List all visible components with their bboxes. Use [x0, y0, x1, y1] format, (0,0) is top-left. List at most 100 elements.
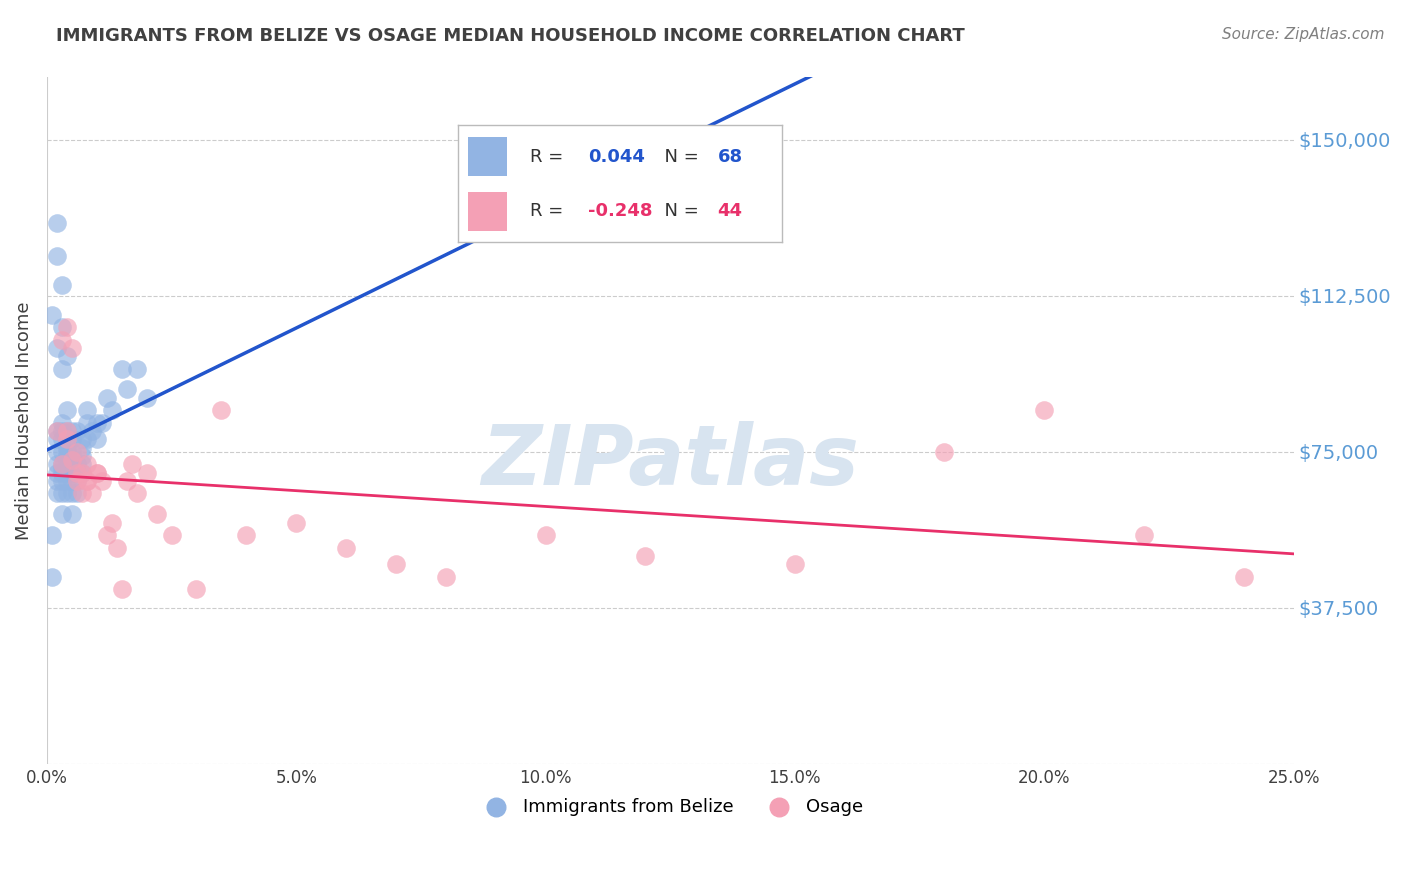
- Point: [125, 361, 148, 376]
- Point: [105, 541, 128, 555]
- Point: [76, 474, 98, 488]
- Point: [56, 433, 79, 447]
- Point: [135, 391, 157, 405]
- Point: [115, 383, 138, 397]
- Point: [434, 569, 457, 583]
- Point: [70, 466, 93, 480]
- Point: [90, 416, 112, 430]
- Point: [634, 549, 657, 563]
- Point: [70, 433, 93, 447]
- Text: ZIPatlas: ZIPatlas: [481, 421, 859, 502]
- Point: [385, 557, 408, 571]
- Point: [51, 458, 73, 472]
- Point: [86, 466, 108, 480]
- Point: [66, 466, 89, 480]
- Point: [76, 458, 98, 472]
- Point: [51, 278, 73, 293]
- Point: [934, 445, 956, 459]
- Point: [235, 528, 257, 542]
- Point: [70, 486, 93, 500]
- Point: [125, 486, 148, 500]
- Point: [66, 486, 89, 500]
- Point: [66, 474, 89, 488]
- Point: [80, 486, 103, 500]
- Point: [51, 416, 73, 430]
- Point: [51, 461, 73, 475]
- Point: [66, 424, 89, 438]
- Point: [60, 424, 83, 438]
- Point: [66, 445, 89, 459]
- Point: [76, 474, 98, 488]
- Point: [60, 453, 83, 467]
- Point: [56, 466, 79, 480]
- Point: [60, 507, 83, 521]
- Point: [51, 458, 73, 472]
- Point: [70, 449, 93, 463]
- Point: [76, 416, 98, 430]
- Point: [60, 486, 83, 500]
- Point: [51, 445, 73, 459]
- Y-axis label: Median Household Income: Median Household Income: [15, 301, 32, 540]
- Point: [60, 445, 83, 459]
- Point: [66, 466, 89, 480]
- Point: [56, 445, 79, 459]
- Point: [45, 341, 67, 355]
- Point: [783, 557, 806, 571]
- Point: [51, 486, 73, 500]
- Point: [96, 391, 118, 405]
- Point: [534, 528, 557, 542]
- Point: [60, 458, 83, 472]
- Point: [86, 416, 108, 430]
- Point: [121, 458, 143, 472]
- Point: [45, 458, 67, 472]
- Text: Source: ZipAtlas.com: Source: ZipAtlas.com: [1222, 27, 1385, 42]
- Point: [51, 507, 73, 521]
- Point: [45, 474, 67, 488]
- Point: [45, 216, 67, 230]
- Point: [209, 403, 232, 417]
- Point: [51, 424, 73, 438]
- Point: [90, 474, 112, 488]
- Point: [56, 458, 79, 472]
- Point: [45, 424, 67, 438]
- Point: [45, 445, 67, 459]
- Point: [100, 516, 122, 530]
- Point: [115, 474, 138, 488]
- Point: [60, 433, 83, 447]
- Point: [160, 528, 183, 542]
- Point: [80, 424, 103, 438]
- Point: [135, 466, 157, 480]
- Point: [41, 308, 63, 322]
- Legend: Immigrants from Belize, Osage: Immigrants from Belize, Osage: [471, 791, 870, 823]
- Point: [285, 516, 308, 530]
- Point: [56, 349, 79, 363]
- Point: [56, 320, 79, 334]
- Point: [76, 403, 98, 417]
- Point: [60, 474, 83, 488]
- Text: IMMIGRANTS FROM BELIZE VS OSAGE MEDIAN HOUSEHOLD INCOME CORRELATION CHART: IMMIGRANTS FROM BELIZE VS OSAGE MEDIAN H…: [56, 27, 965, 45]
- Point: [145, 507, 167, 521]
- Point: [96, 528, 118, 542]
- Point: [45, 424, 67, 438]
- Point: [56, 403, 79, 417]
- Point: [41, 528, 63, 542]
- Point: [56, 441, 79, 455]
- Point: [51, 474, 73, 488]
- Point: [51, 466, 73, 480]
- Point: [100, 403, 122, 417]
- Point: [56, 449, 79, 463]
- Point: [111, 582, 134, 596]
- Point: [56, 474, 79, 488]
- Point: [60, 341, 83, 355]
- Point: [45, 249, 67, 263]
- Point: [56, 433, 79, 447]
- Point: [56, 424, 79, 438]
- Point: [66, 458, 89, 472]
- Point: [45, 486, 67, 500]
- Point: [56, 424, 79, 438]
- Point: [1133, 528, 1156, 542]
- Point: [51, 433, 73, 447]
- Point: [1033, 403, 1056, 417]
- Point: [186, 582, 208, 596]
- Point: [70, 466, 93, 480]
